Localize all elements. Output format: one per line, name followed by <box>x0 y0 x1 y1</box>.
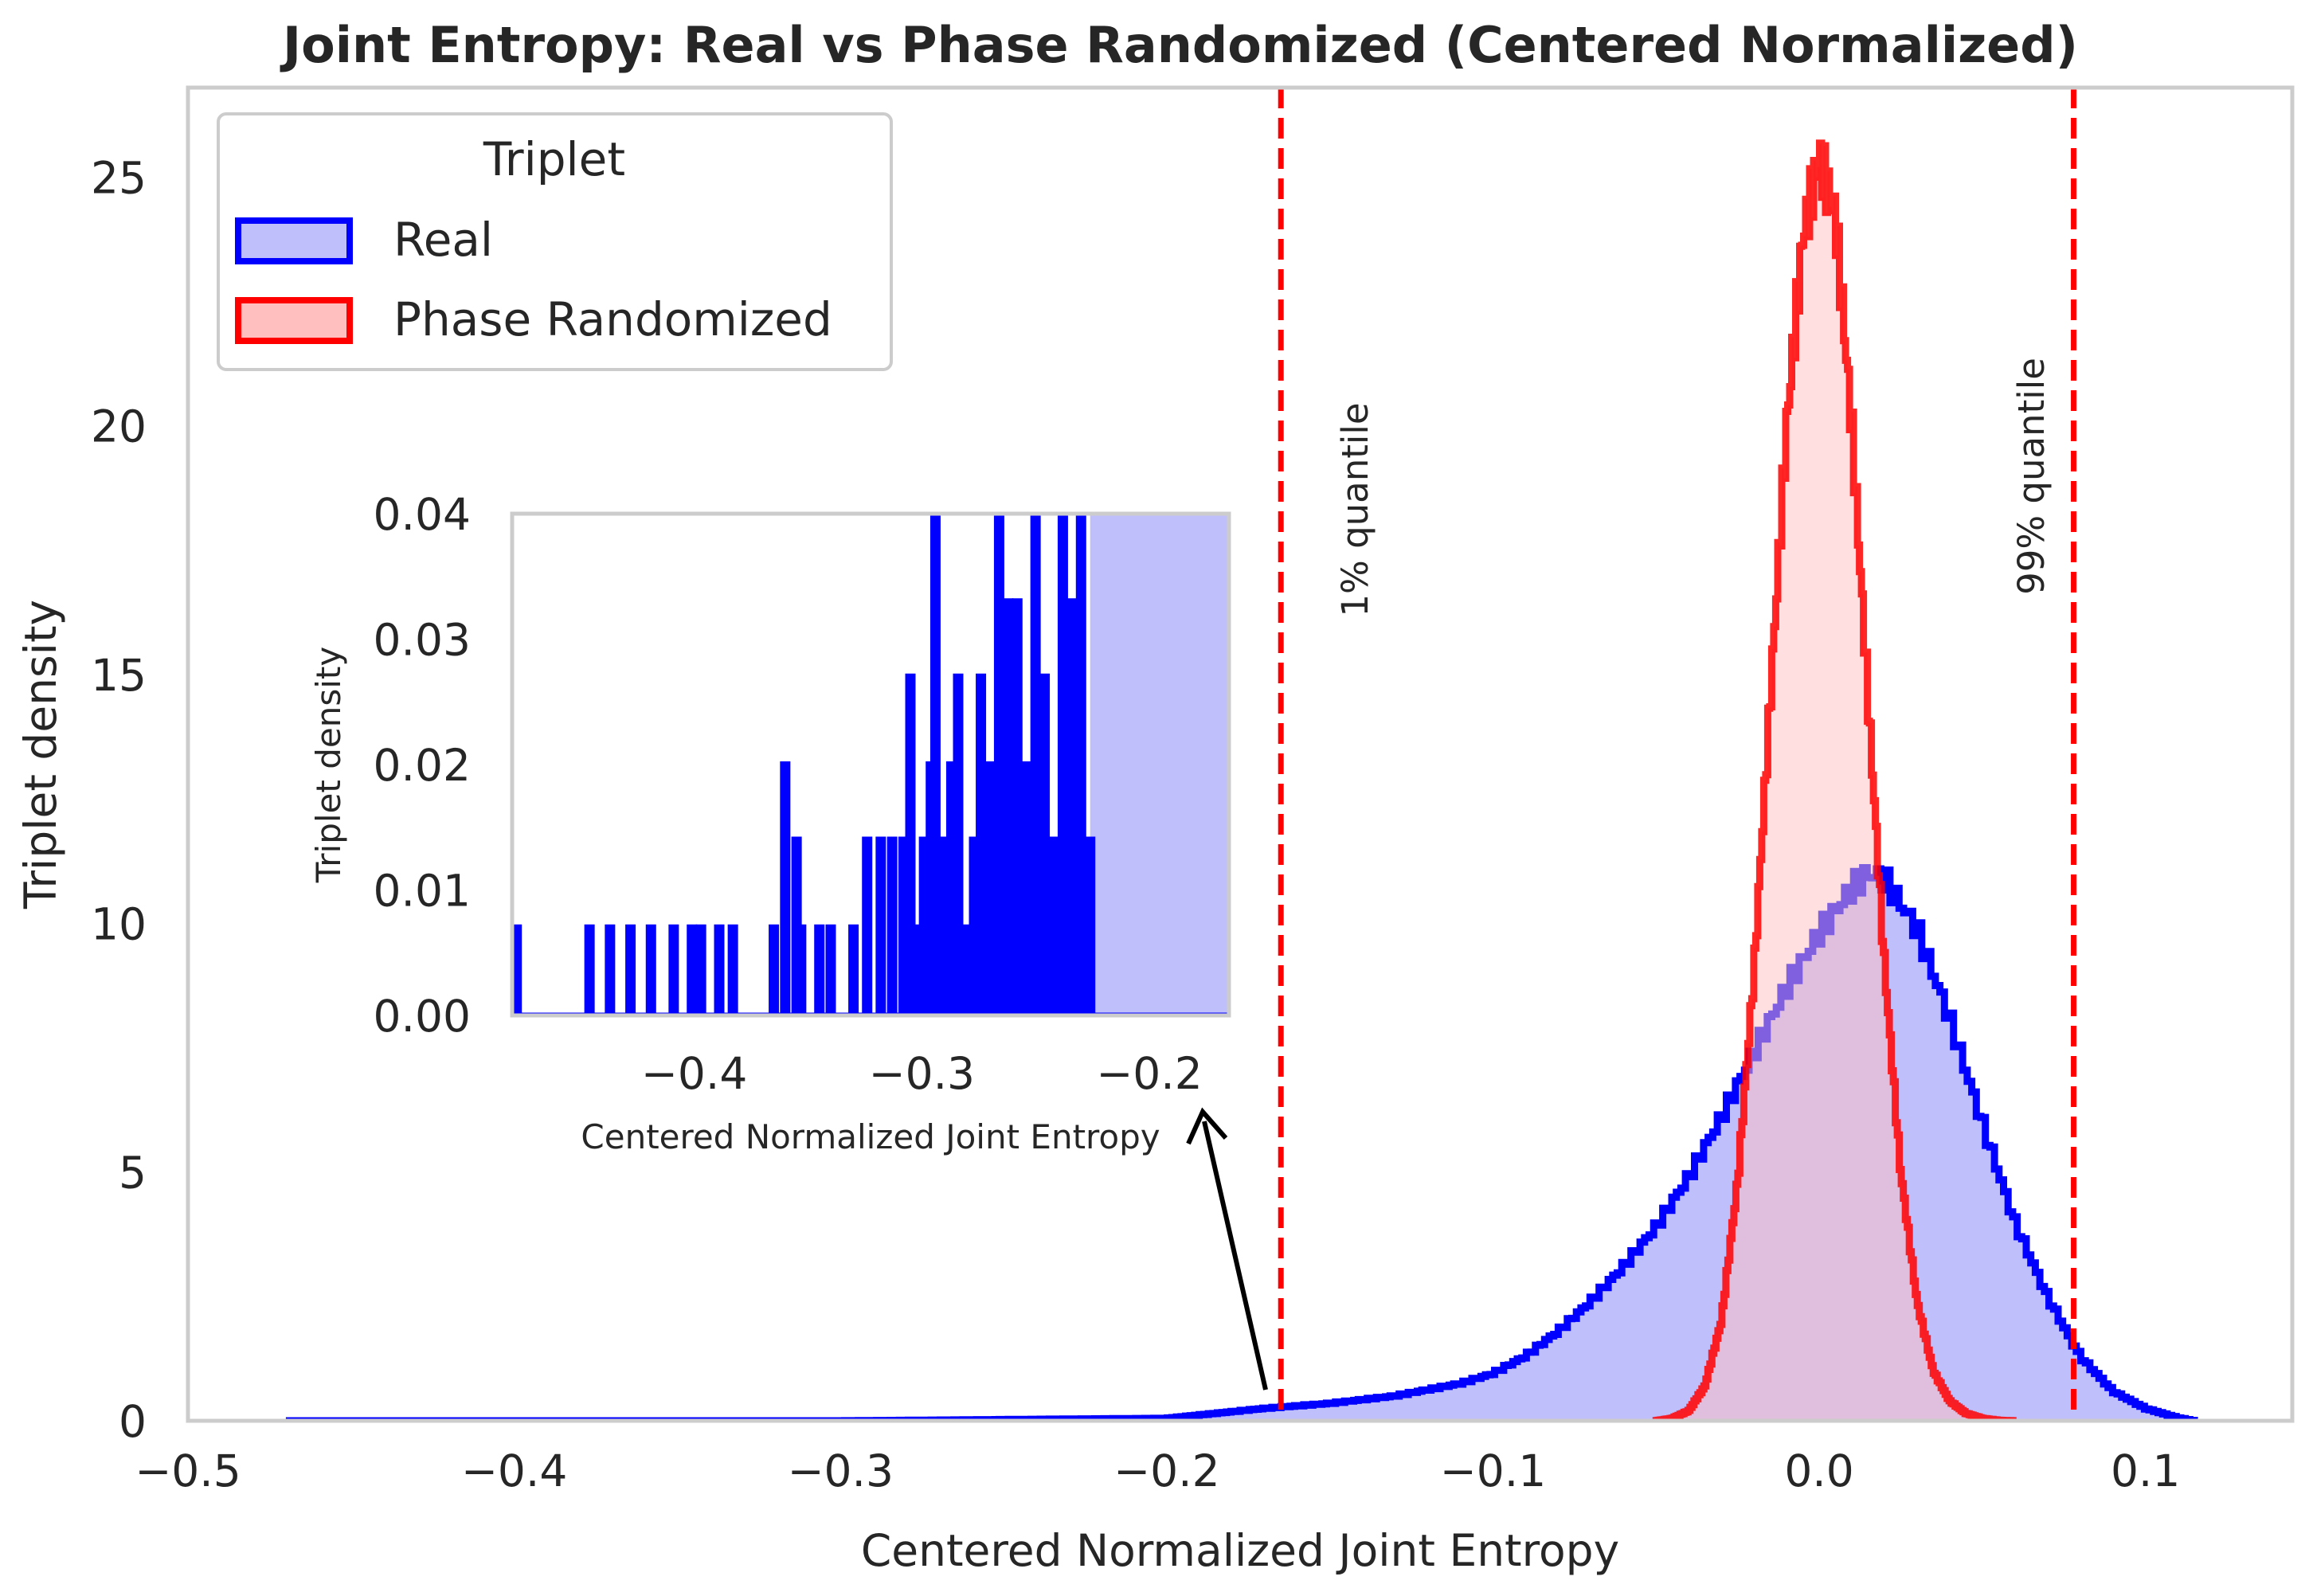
y-tick-label: 25 <box>91 152 147 203</box>
inset-spike <box>939 836 950 1015</box>
inset-y-tick-label: 0.02 <box>374 740 471 791</box>
inset-spike <box>1075 514 1086 1015</box>
inset-spike <box>912 924 923 1015</box>
inset-spike <box>512 924 522 1015</box>
inset-spike <box>584 924 595 1015</box>
inset-spike <box>1048 836 1059 1015</box>
inset-spike <box>976 673 987 1015</box>
inset-spike <box>969 836 980 1015</box>
y-tick-label: 0 <box>119 1396 147 1447</box>
y-axis-ticks: 0 5 10 15 20 25 <box>91 152 147 1447</box>
legend: Triplet Real Phase Randomized <box>217 112 893 371</box>
y-axis-label: Triplet density <box>15 600 66 909</box>
inset-x-axis-ticks: −0.4 −0.3 −0.2 <box>641 1048 1203 1099</box>
inset-spike <box>875 836 886 1015</box>
inset-spike <box>769 924 780 1015</box>
x-tick-label: −0.1 <box>1440 1445 1547 1496</box>
legend-swatch-real <box>235 217 353 264</box>
x-tick-label: −0.5 <box>135 1445 241 1496</box>
main-plot-frame <box>186 85 2295 1423</box>
inset-y-axis-label: Triplet density <box>309 647 348 883</box>
inset-y-axis-ticks: 0.00 0.01 0.02 0.03 0.04 <box>374 489 471 1042</box>
inset-spike <box>905 673 916 1015</box>
series-line-phase-randomized <box>1652 139 2017 1421</box>
legend-title: Triplet <box>483 132 625 186</box>
quantile-99-label: 99% quantile <box>2010 358 2053 595</box>
inset-spike <box>1039 673 1051 1015</box>
legend-label-real: Real <box>393 213 493 267</box>
inset-spike <box>1085 836 1096 1015</box>
inset-spike <box>993 514 1004 1015</box>
x-tick-label: 0.0 <box>1784 1445 1853 1496</box>
main-series-layer <box>285 139 2198 1421</box>
inset-y-tick-label: 0.00 <box>374 991 471 1042</box>
y-tick-label: 20 <box>91 401 147 452</box>
inset-dense-region <box>1090 514 1229 1015</box>
inset-plot-area: −0.4 −0.3 −0.2 0.00 0.01 0.02 0.03 0.04 <box>374 489 1231 1099</box>
inset-series-layer <box>512 514 1229 1015</box>
inset-y-tick-label: 0.01 <box>374 866 471 917</box>
inset-spike <box>645 924 656 1015</box>
inset-spike <box>898 836 909 1015</box>
inset-spike <box>886 836 898 1015</box>
inset-spike <box>929 514 941 1015</box>
inset-spike <box>848 924 859 1015</box>
x-axis-ticks: −0.5 −0.4 −0.3 −0.2 −0.1 0.0 0.1 <box>135 1445 2180 1496</box>
chart-title: Joint Entropy: Real vs Phase Randomized … <box>280 16 2078 74</box>
inset-spike <box>1012 598 1023 1015</box>
legend-swatch-phase-randomized <box>235 297 353 344</box>
inset-spike <box>825 924 836 1015</box>
inset-spike <box>625 924 636 1015</box>
inset-spike <box>668 924 679 1015</box>
inset-spike <box>960 924 971 1015</box>
y-tick-label: 15 <box>91 650 147 701</box>
inset-spike <box>1057 514 1068 1015</box>
x-tick-label: 0.1 <box>2111 1445 2180 1496</box>
inset-spike <box>714 924 725 1015</box>
inset-y-tick-label: 0.04 <box>374 489 471 540</box>
legend-label-phase-randomized: Phase Randomized <box>393 292 832 346</box>
inset-spike <box>605 924 616 1015</box>
inset-spike <box>918 836 929 1015</box>
inset-spike <box>695 924 706 1015</box>
inset-y-tick-label: 0.03 <box>374 615 471 666</box>
y-tick-label: 5 <box>119 1148 147 1199</box>
inset-x-tick-label: −0.2 <box>1096 1048 1203 1099</box>
y-tick-label: 10 <box>91 898 147 949</box>
main-plot-area: −0.5 −0.4 −0.3 −0.2 −0.1 0.0 0.1 0 5 10 15 20 25 <box>91 85 2295 1496</box>
inset-spike <box>945 761 957 1015</box>
inset-spike <box>727 924 738 1015</box>
series-line-real <box>285 864 2198 1421</box>
inset-spike <box>687 924 698 1015</box>
inset-x-tick-label: −0.4 <box>641 1048 748 1099</box>
x-tick-label: −0.2 <box>1113 1445 1220 1496</box>
x-axis-label: Centered Normalized Joint Entropy <box>861 1525 1619 1576</box>
inset-spike <box>984 761 996 1015</box>
inset-spike <box>862 836 873 1015</box>
x-tick-label: −0.4 <box>461 1445 568 1496</box>
inset-spike <box>1003 598 1014 1015</box>
inset-spike <box>780 761 791 1015</box>
inset-spike <box>1030 514 1041 1015</box>
quantile-1-label: 1% quantile <box>1334 402 1376 616</box>
inset-pointer-arrow <box>1186 1107 1268 1391</box>
legend-box <box>217 112 893 371</box>
x-tick-label: −0.3 <box>787 1445 894 1496</box>
reference-lines <box>1278 88 2077 1421</box>
inset-x-tick-label: −0.3 <box>869 1048 976 1099</box>
inset-spike <box>796 924 807 1015</box>
series-fill-real <box>285 867 2195 1421</box>
inset-x-axis-label: Centered Normalized Joint Entropy <box>581 1117 1160 1156</box>
inset-plot-frame <box>510 511 1231 1018</box>
inset-spike <box>953 673 964 1015</box>
inset-spike <box>814 924 825 1015</box>
inset-spike <box>1066 598 1078 1015</box>
inset-spike <box>1021 761 1032 1015</box>
